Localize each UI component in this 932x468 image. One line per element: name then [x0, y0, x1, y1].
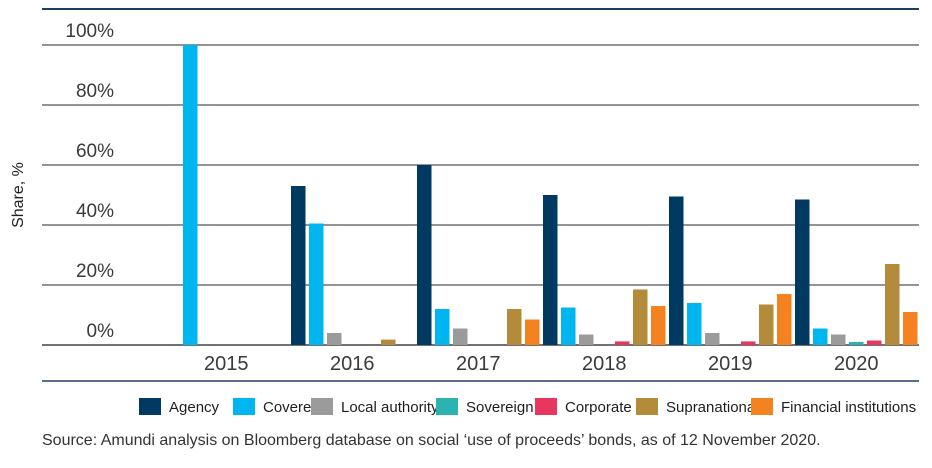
x-tick-label: 2018	[582, 353, 627, 375]
bar-local-authority	[327, 333, 342, 345]
bar-corporate	[867, 340, 882, 345]
bar-financial-institutions	[525, 319, 540, 345]
bar-financial-institutions	[651, 306, 666, 345]
bar-local-authority	[705, 333, 720, 345]
bar-local-authority	[831, 334, 846, 345]
y-tick-label: 60%	[76, 141, 114, 162]
bar-supranational	[885, 264, 900, 345]
bar-supranational	[759, 304, 774, 345]
bar-local-authority	[453, 328, 468, 345]
bar-corporate	[741, 341, 756, 345]
bar-supranational	[507, 309, 522, 345]
legend-swatch	[535, 398, 557, 415]
bar-covered	[183, 45, 198, 345]
legend-swatch	[139, 398, 161, 415]
legend-swatch	[233, 398, 255, 415]
bar-agency	[543, 195, 558, 345]
bar-covered	[309, 223, 324, 345]
bar-covered	[561, 307, 576, 345]
legend-label: Supranational	[666, 399, 759, 416]
legend-label: Local authority	[341, 399, 439, 416]
bar-financial-institutions	[903, 312, 918, 345]
y-tick-label: 20%	[76, 261, 114, 282]
legend-swatch	[751, 398, 773, 415]
bars	[183, 45, 918, 345]
x-tick-label: 2016	[330, 353, 375, 375]
bar-financial-institutions	[777, 294, 792, 345]
legend: Agency Covered Local authority Sovereign Cor…	[139, 398, 916, 416]
bar-covered	[435, 309, 450, 345]
bar-covered	[687, 303, 702, 345]
legend-swatch	[436, 398, 458, 415]
bar-local-authority	[579, 334, 594, 345]
y-tick-label: 100%	[65, 21, 114, 42]
x-tick-label: 2017	[456, 353, 501, 375]
bar-agency	[669, 196, 684, 345]
legend-label: Agency	[169, 399, 220, 416]
legend-swatch	[311, 398, 333, 415]
y-tick-label: 80%	[76, 81, 114, 102]
bar-agency	[795, 199, 810, 345]
bar-corporate	[615, 341, 630, 345]
y-tick-label: 0%	[87, 321, 115, 342]
legend-label: Corporate	[565, 399, 632, 416]
x-tick-label: 2019	[708, 353, 753, 375]
source-note: Source: Amundi analysis on Bloomberg dat…	[42, 432, 821, 449]
y-tick-label: 40%	[76, 201, 114, 222]
x-tick-label: 2020	[834, 353, 879, 375]
bar-supranational	[633, 289, 648, 345]
x-axis-categories: 2015 2016 2017 2018 2019 2020	[204, 353, 879, 375]
y-axis-label: Share, %	[10, 162, 27, 228]
bar-sovereign	[849, 342, 864, 345]
legend-label: Sovereign	[466, 399, 534, 416]
y-axis-ticks: 0% 20% 40% 60% 80% 100%	[65, 21, 114, 342]
x-tick-label: 2015	[204, 353, 249, 375]
legend-label: Covered	[263, 399, 320, 416]
bar-agency	[291, 186, 306, 345]
bar-supranational	[381, 339, 396, 345]
legend-label: Financial institutions	[781, 399, 916, 416]
legend-swatch	[636, 398, 658, 415]
bar-covered	[813, 328, 828, 345]
bar-agency	[417, 165, 432, 345]
